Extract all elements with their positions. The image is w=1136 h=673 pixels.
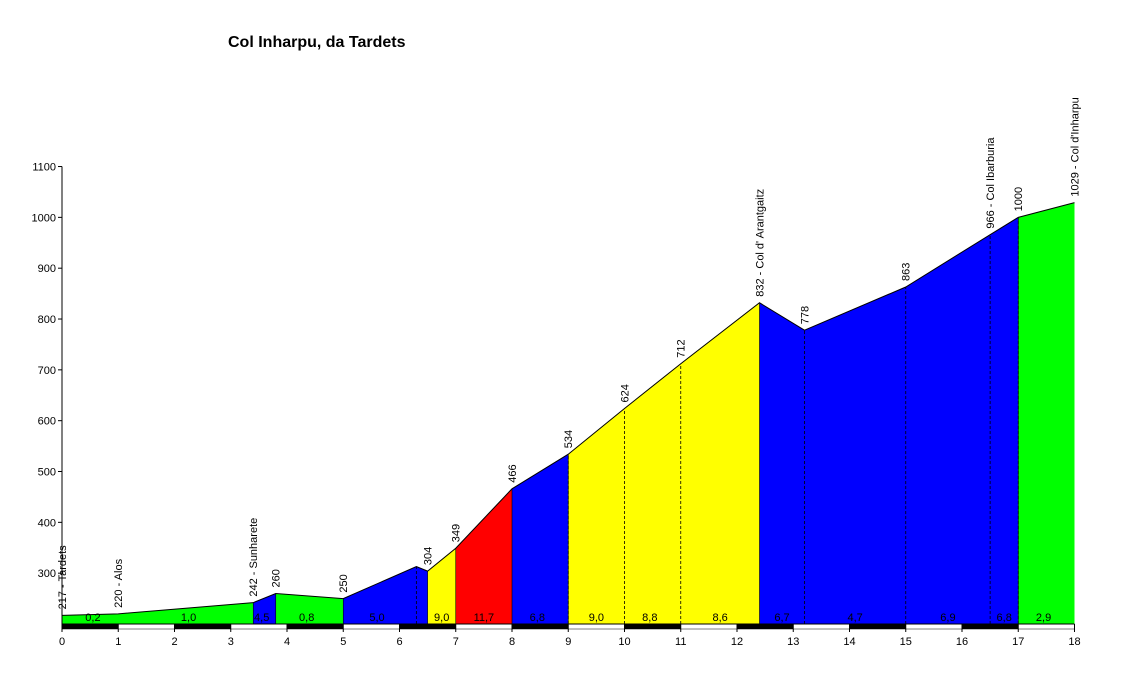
- grade-label-3: 0,8: [299, 612, 314, 624]
- profile-fill-1: [253, 593, 276, 624]
- x-tick-label-17: 17: [1012, 636, 1024, 648]
- profile-fill-8: [759, 217, 1019, 625]
- profile-fill-0: [62, 602, 254, 624]
- altitude-label-2: 242 - Sunharete: [248, 518, 260, 597]
- km-bar-2: [174, 623, 231, 630]
- x-tick-label-3: 3: [228, 636, 234, 648]
- km-bar-14: [849, 623, 906, 630]
- altitude-label-11: 832 - Col d' Arantgaitz: [755, 189, 767, 297]
- km-bar-13: [793, 623, 850, 630]
- km-bar-17: [1018, 623, 1075, 630]
- grade-label-1: 1,0: [181, 612, 196, 624]
- altitude-label-12: 778: [800, 306, 812, 324]
- y-tick-label-800: 800: [38, 314, 56, 326]
- profile-fill-9: [1018, 202, 1075, 624]
- y-tick-label-1000: 1000: [32, 212, 56, 224]
- km-bar-3: [230, 623, 288, 630]
- grade-label-2: 4,5: [254, 612, 269, 624]
- x-tick-label-10: 10: [618, 636, 630, 648]
- altitude-label-0: 217 - Tardets: [57, 545, 69, 610]
- grade-label-5: 9,0: [434, 612, 449, 624]
- altitude-label-9: 624: [620, 384, 632, 402]
- km-bar-16: [961, 623, 1019, 630]
- grade-label-13: 6,9: [940, 612, 955, 624]
- km-bar-7: [455, 623, 513, 630]
- x-tick-label-14: 14: [843, 636, 855, 648]
- altitude-label-15: 1000: [1013, 187, 1025, 211]
- grade-label-10: 8,6: [712, 612, 727, 624]
- grade-label-9: 8,8: [642, 612, 657, 624]
- x-tick-label-11: 11: [675, 636, 686, 648]
- grade-label-14: 6,8: [997, 612, 1012, 624]
- x-tick-label-1: 1: [115, 636, 121, 648]
- altitude-label-3: 260: [271, 569, 283, 587]
- x-tick-label-4: 4: [284, 636, 290, 648]
- km-bar-9: [568, 623, 625, 630]
- y-tick-label-700: 700: [38, 365, 56, 377]
- profile-fill-4: [427, 548, 456, 624]
- y-tick-label-600: 600: [38, 416, 56, 428]
- grade-label-15: 2,9: [1036, 612, 1051, 624]
- altitude-label-1: 220 - Alos: [113, 558, 125, 607]
- grade-label-6: 11,7: [474, 612, 495, 624]
- x-tick-label-0: 0: [59, 636, 65, 648]
- altitude-label-7: 466: [507, 464, 519, 482]
- profile-fill-6: [512, 454, 569, 624]
- altitude-label-16: 1029 - Col d'Inharpu: [1070, 97, 1082, 196]
- km-bar-6: [399, 623, 456, 630]
- profile-fill-5: [455, 488, 512, 624]
- x-tick-label-9: 9: [565, 636, 571, 648]
- grade-label-4: 5,0: [369, 612, 384, 624]
- x-tick-label-2: 2: [171, 636, 177, 648]
- altitude-label-13: 863: [901, 263, 913, 281]
- km-bar-10: [624, 623, 681, 630]
- altitude-label-5: 304: [423, 547, 435, 565]
- grade-label-12: 4,7: [847, 612, 862, 624]
- x-tick-label-7: 7: [453, 636, 459, 648]
- km-bar-8: [511, 623, 569, 630]
- x-tick-label-13: 13: [787, 636, 799, 648]
- km-bar-0: [61, 623, 119, 630]
- x-tick-label-5: 5: [340, 636, 346, 648]
- altitude-label-6: 349: [451, 524, 463, 542]
- x-tick-label-8: 8: [509, 636, 515, 648]
- km-bar-11: [680, 623, 738, 630]
- y-tick-label-900: 900: [38, 263, 56, 275]
- y-tick-label-1100: 1100: [32, 162, 56, 174]
- profile-fill-7: [568, 302, 760, 624]
- x-tick-label-6: 6: [396, 636, 402, 648]
- grade-label-8: 9,0: [589, 612, 604, 624]
- profile-fill-3: [343, 566, 428, 624]
- x-tick-label-16: 16: [956, 636, 968, 648]
- x-tick-label-15: 15: [900, 636, 912, 648]
- altitude-label-8: 534: [563, 430, 575, 448]
- chart-title: Col Inharpu, da Tardets: [228, 34, 406, 51]
- km-bar-5: [343, 623, 400, 630]
- altitude-label-4: 250: [338, 574, 350, 592]
- altitude-label-10: 712: [676, 339, 688, 357]
- km-bar-1: [118, 623, 175, 630]
- grade-label-11: 6,7: [774, 612, 789, 624]
- profile-fill-2: [275, 593, 344, 624]
- km-bar-15: [905, 623, 963, 630]
- grade-label-0: 0,2: [85, 612, 100, 624]
- grade-label-7: 6,8: [530, 612, 545, 624]
- x-tick-label-18: 18: [1068, 636, 1080, 648]
- altitude-label-14: 966 - Col Ibarburia: [985, 137, 997, 229]
- y-tick-label-500: 500: [38, 467, 56, 479]
- y-tick-label-400: 400: [38, 517, 56, 529]
- x-tick-label-12: 12: [731, 636, 743, 648]
- km-bar-12: [736, 623, 794, 630]
- km-bar-4: [286, 623, 344, 630]
- profile-line: [61, 202, 1075, 616]
- y-tick-label-300: 300: [38, 568, 56, 580]
